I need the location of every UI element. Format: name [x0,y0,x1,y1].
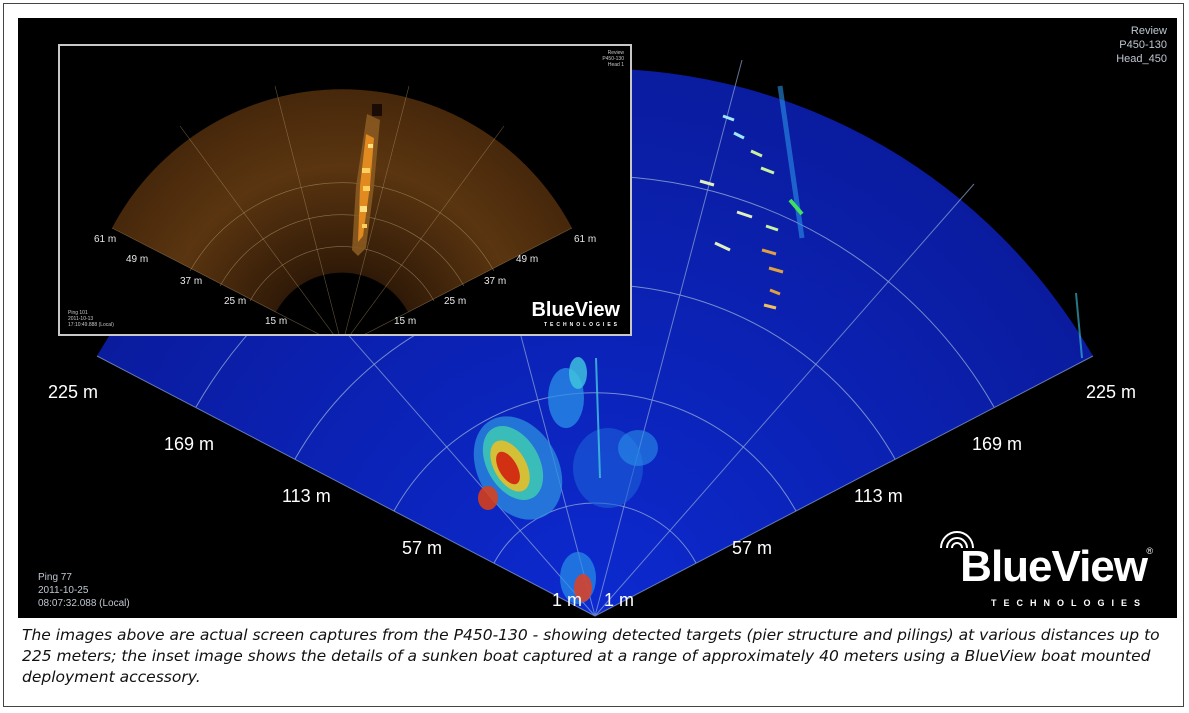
range-label-right: 113 m [854,486,903,506]
range-label-right: 1 m [604,590,635,610]
inset-range-label-right: 25 m [444,296,467,307]
inset-range-label-left: 37 m [180,276,203,287]
range-label-left: 113 m [282,486,331,506]
main-header-info: Review P450-130 Head_450 [1116,24,1167,66]
inset-logo-subtitle: TECHNOLOGIES [543,322,620,328]
range-label-right: 169 m [972,434,1023,454]
inset-footer-line: 2011-10-13 [68,316,94,322]
inset-fan-graphic [111,85,573,334]
sunken-boat-return [352,104,382,256]
inset-bearing-lines [111,85,573,334]
inset-range-label-left: 49 m [126,254,149,265]
footer-line: Ping 77 [38,572,72,583]
logo-registered-mark: ® [1146,546,1153,556]
inset-header-line: P450-130 [602,56,624,62]
inset-range-label-right: 61 m [574,234,597,245]
figure-frame: Review P450-130 Head_450 Ping 77 2011-10… [3,3,1184,707]
blueview-logo: BlueView ® TECHNOLOGIES [937,528,1153,608]
inset-range-label-right: 49 m [516,254,539,265]
inset-sonar-display: Review P450-130 Head 1 Ping 101 2011-10-… [58,44,632,336]
header-line: Review [1130,25,1167,37]
footer-line: 2011-10-25 [38,585,89,596]
piling-returns [595,85,1083,479]
range-label-left: 225 m [48,382,99,402]
main-footer-info: Ping 77 2011-10-25 08:07:32.088 (Local) [38,571,130,610]
inset-footer-line: 17:10:49.888 (Local) [68,322,114,328]
pier-returns [473,357,658,604]
inset-fan [112,89,572,334]
inset-range-label-left: 61 m [94,234,117,245]
logo-subtitle: TECHNOLOGIES [990,598,1147,608]
inset-header-line: Head 1 [607,62,624,68]
inset-header-line: Review [607,50,624,56]
inset-range-label-left: 15 m [265,316,288,327]
figure-caption: The images above are actual screen captu… [22,626,1160,686]
signal-waves-icon [940,531,974,549]
inset-footer-line: Ping 101 [68,310,88,316]
range-label-right: 225 m [1086,382,1137,402]
inset-range-label-left: 25 m [224,296,247,307]
inset-header-info: Review P450-130 Head 1 [602,50,624,68]
inset-footer-info: Ping 101 2011-10-13 17:10:49.888 (Local) [68,310,114,328]
range-label-left: 169 m [164,434,215,454]
inset-range-label-right: 15 m [394,316,417,327]
range-label-left: 1 m [552,590,583,610]
inset-near-field [274,272,410,334]
inset-logo-wordmark: BlueView [531,299,620,321]
inset-range-arcs [189,182,495,302]
inset-blueview-logo: BlueView TECHNOLOGIES [531,299,620,328]
header-line: Head_450 [1116,53,1167,65]
footer-line: 08:07:32.088 (Local) [38,598,130,609]
logo-wordmark: BlueView [960,542,1148,591]
range-label-right: 57 m [732,538,773,558]
inset-range-label-right: 37 m [484,276,507,287]
main-sonar-display: Review P450-130 Head_450 Ping 77 2011-10… [18,18,1177,618]
range-label-left: 57 m [402,538,443,558]
header-line: P450-130 [1119,39,1167,51]
